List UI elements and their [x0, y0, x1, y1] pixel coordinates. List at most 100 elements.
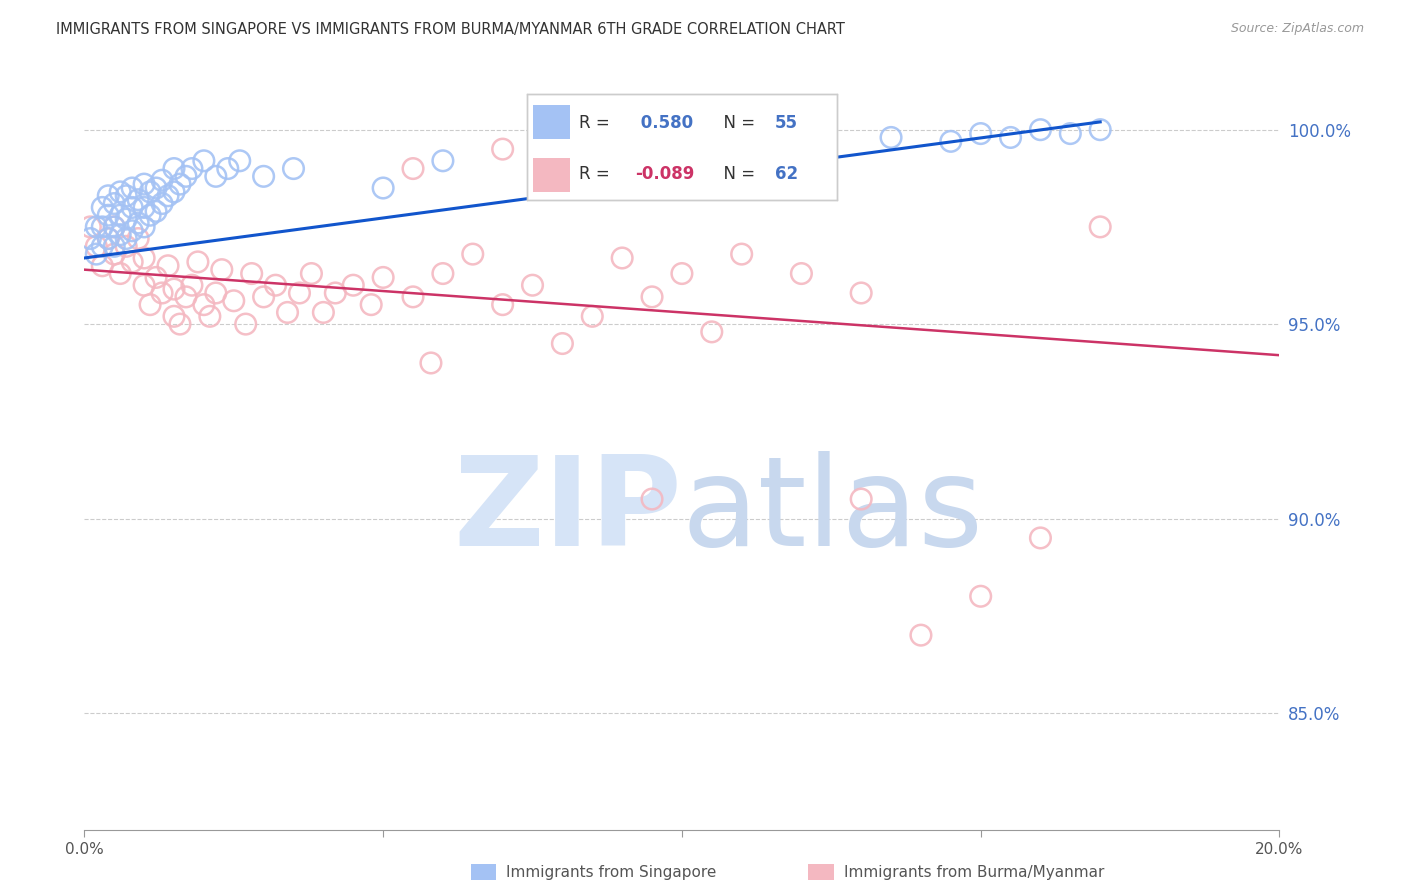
Point	[641, 491, 664, 506]
Point	[1029, 531, 1052, 545]
Point	[205, 169, 228, 184]
Point	[211, 262, 233, 277]
Point	[103, 239, 125, 253]
Point	[402, 290, 425, 304]
Point	[97, 231, 120, 245]
Point	[169, 177, 191, 191]
Point	[91, 239, 114, 253]
Point	[342, 278, 364, 293]
Point	[132, 177, 156, 191]
Point	[228, 153, 252, 168]
Text: Immigrants from Singapore: Immigrants from Singapore	[506, 865, 717, 880]
Point	[235, 317, 257, 331]
Point	[132, 219, 156, 234]
Point	[193, 153, 215, 168]
Point	[91, 201, 114, 215]
Point	[97, 188, 120, 202]
Point	[193, 298, 215, 312]
Point	[970, 589, 993, 603]
Point	[157, 259, 180, 273]
Point	[181, 278, 204, 293]
Point	[205, 285, 228, 300]
Point	[174, 169, 197, 184]
Point	[121, 201, 143, 215]
Point	[1059, 127, 1081, 141]
Point	[461, 247, 484, 261]
Point	[288, 285, 311, 300]
Point	[121, 224, 143, 238]
Point	[402, 161, 425, 176]
Point	[851, 491, 873, 506]
Text: IMMIGRANTS FROM SINGAPORE VS IMMIGRANTS FROM BURMA/MYANMAR 6TH GRADE CORRELATION: IMMIGRANTS FROM SINGAPORE VS IMMIGRANTS …	[56, 22, 845, 37]
Point	[86, 239, 108, 253]
Point	[150, 196, 173, 211]
Point	[115, 212, 138, 227]
Point	[240, 267, 263, 281]
Point	[91, 219, 114, 234]
Point	[132, 201, 156, 215]
Point	[731, 247, 754, 261]
Point	[97, 208, 120, 222]
Point	[174, 290, 197, 304]
Point	[157, 188, 180, 202]
Point	[127, 193, 149, 207]
Point	[432, 267, 454, 281]
Point	[103, 219, 125, 234]
Point	[79, 219, 101, 234]
Point	[163, 185, 186, 199]
Point	[145, 181, 167, 195]
Text: Immigrants from Burma/Myanmar: Immigrants from Burma/Myanmar	[844, 865, 1104, 880]
Point	[110, 185, 132, 199]
Point	[492, 142, 515, 156]
Point	[181, 161, 204, 176]
Point	[283, 161, 305, 176]
Point	[97, 231, 120, 245]
Point	[91, 259, 114, 273]
Point	[150, 173, 173, 187]
Point	[110, 208, 132, 222]
Point	[420, 356, 443, 370]
Point	[103, 219, 125, 234]
Point	[551, 161, 574, 176]
Point	[139, 185, 162, 199]
Point	[222, 293, 245, 308]
Point	[169, 317, 191, 331]
Point	[145, 270, 167, 285]
Point	[110, 267, 132, 281]
Point	[325, 285, 347, 300]
Text: ZIP: ZIP	[453, 450, 682, 572]
Point	[432, 153, 454, 168]
Point	[373, 270, 395, 285]
Point	[132, 278, 156, 293]
Point	[139, 298, 162, 312]
Point	[86, 219, 108, 234]
Point	[150, 285, 173, 300]
Text: Source: ZipAtlas.com: Source: ZipAtlas.com	[1230, 22, 1364, 36]
Point	[373, 181, 395, 195]
Point	[851, 285, 873, 300]
Point	[360, 298, 382, 312]
Point	[163, 282, 186, 296]
Point	[612, 251, 634, 265]
Point	[145, 204, 167, 219]
Point	[522, 278, 544, 293]
Point	[127, 216, 149, 230]
Point	[103, 247, 125, 261]
Point	[700, 325, 723, 339]
Point	[103, 196, 125, 211]
Point	[139, 208, 162, 222]
Point	[264, 278, 287, 293]
Point	[115, 239, 138, 253]
Point	[492, 298, 515, 312]
Point	[790, 267, 813, 281]
Point	[132, 251, 156, 265]
Text: atlas: atlas	[682, 450, 984, 572]
Point	[581, 310, 603, 324]
Point	[641, 290, 664, 304]
Point	[115, 188, 138, 202]
Point	[671, 267, 693, 281]
Point	[910, 628, 932, 642]
Point	[790, 142, 813, 156]
Point	[970, 127, 993, 141]
Point	[79, 231, 101, 245]
